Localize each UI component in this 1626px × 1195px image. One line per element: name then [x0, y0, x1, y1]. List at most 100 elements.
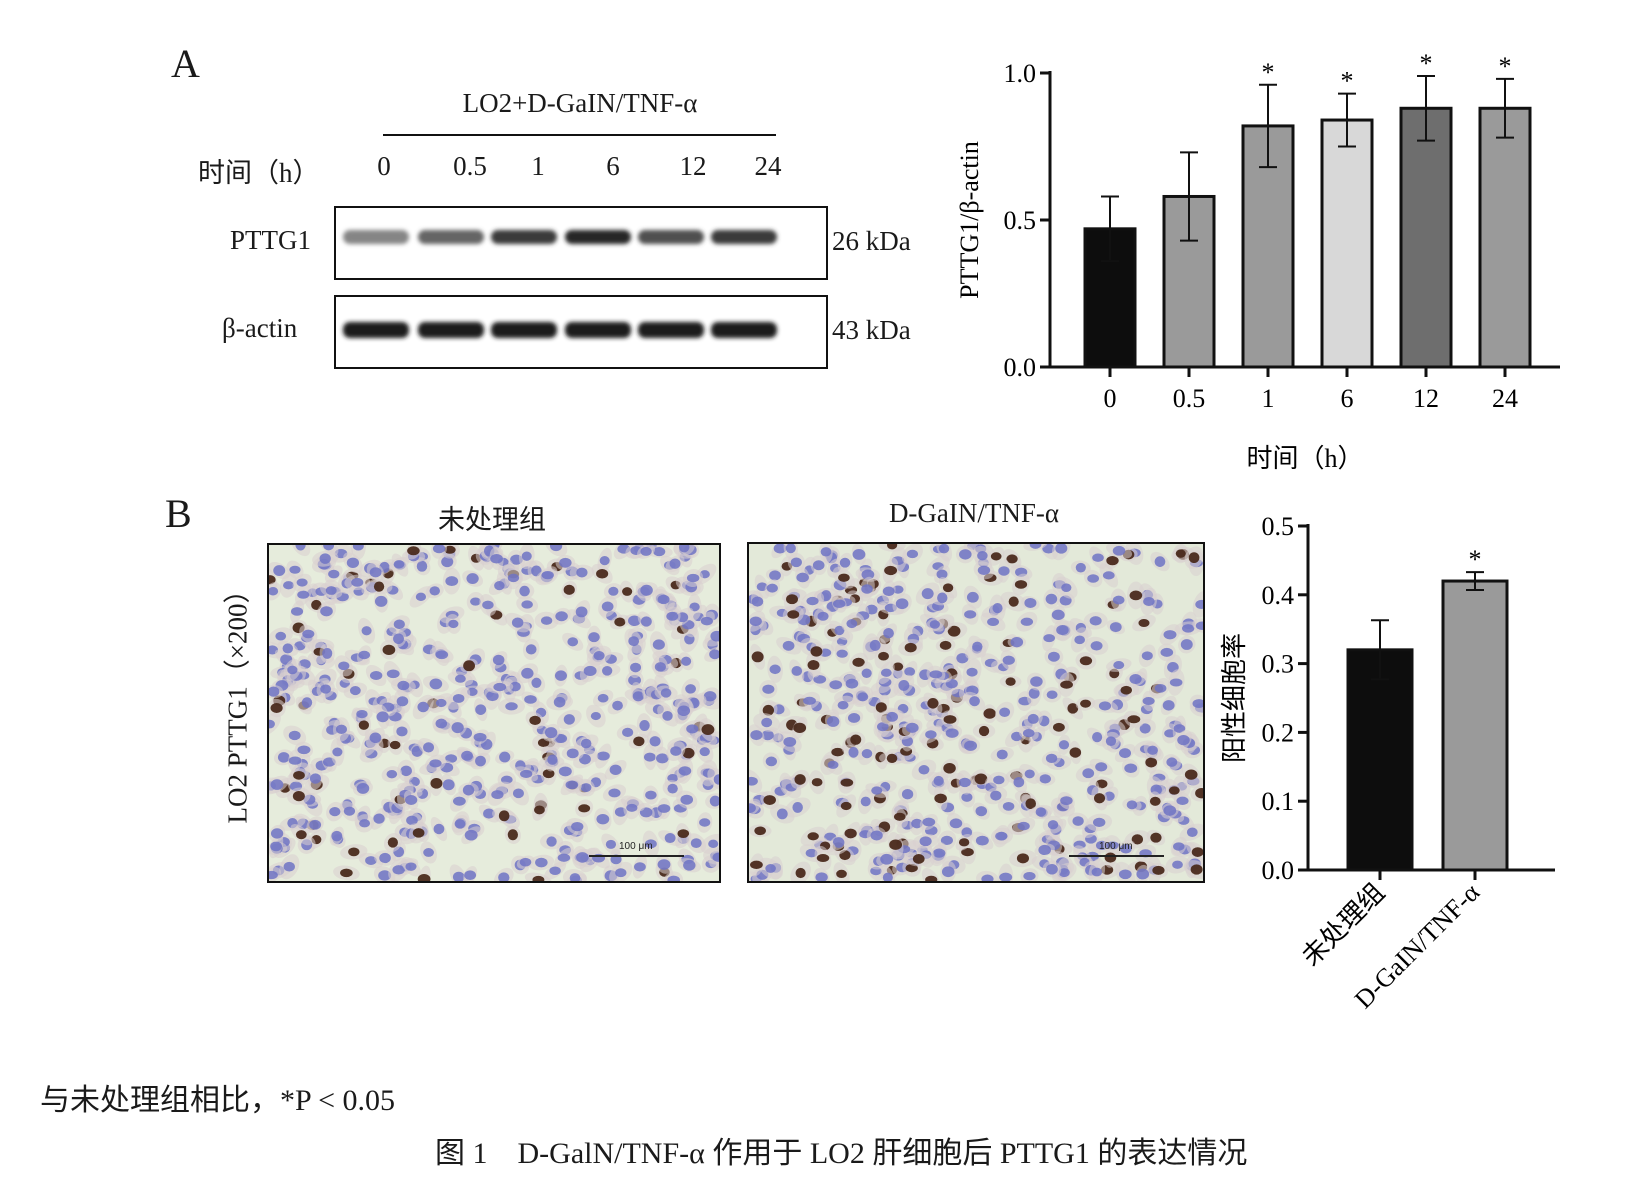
stained-nucleus — [1152, 865, 1165, 875]
nucleus — [1024, 769, 1035, 779]
nucleus — [445, 576, 459, 587]
nucleus — [1109, 622, 1122, 633]
nucleus — [505, 702, 518, 711]
nucleus — [270, 828, 284, 839]
nucleus — [1060, 796, 1073, 806]
nucleus — [349, 686, 361, 696]
stained-nucleus — [750, 860, 763, 870]
nucleus — [652, 639, 665, 650]
nucleus — [1022, 729, 1035, 738]
nucleus — [546, 836, 557, 847]
nucleus — [565, 780, 579, 790]
nucleus — [549, 545, 563, 552]
nucleus — [829, 680, 843, 690]
nucleus — [1195, 621, 1203, 630]
nucleus — [329, 807, 341, 817]
nucleus — [1045, 593, 1058, 605]
nucleus — [400, 765, 412, 777]
stained-nucleus — [1069, 747, 1082, 758]
nucleus — [933, 775, 944, 786]
blot-band — [638, 322, 704, 338]
nucleus — [1172, 860, 1183, 869]
nucleus — [820, 547, 832, 557]
stained-nucleus — [417, 873, 431, 881]
nucleus — [590, 712, 601, 721]
nucleus — [509, 681, 521, 692]
nucleus — [609, 764, 622, 776]
nucleus — [301, 697, 313, 709]
nucleus — [1180, 639, 1193, 650]
stained-nucleus — [943, 762, 956, 774]
stained-nucleus — [831, 747, 845, 757]
nucleus — [649, 736, 661, 747]
nucleus — [557, 853, 571, 862]
nucleus — [396, 696, 409, 707]
nucleus — [956, 653, 969, 664]
stained-nucleus — [382, 644, 396, 655]
nucleus — [782, 640, 795, 651]
nucleus — [1092, 732, 1103, 743]
nucleus — [461, 750, 473, 761]
nucleus — [475, 755, 486, 767]
nucleus — [1119, 748, 1132, 759]
nucleus — [1129, 674, 1142, 685]
nucleus — [432, 545, 446, 554]
nucleus — [681, 656, 692, 666]
nucleus — [433, 823, 445, 835]
nucleus — [749, 803, 756, 813]
stained-nucleus — [293, 770, 305, 780]
stained-nucleus — [614, 617, 626, 627]
nucleus — [1058, 868, 1070, 878]
nucleus — [861, 668, 872, 678]
nucleus — [320, 684, 332, 694]
nucleus — [630, 662, 642, 673]
nucleus — [1029, 544, 1042, 549]
stained-nucleus — [1093, 793, 1106, 804]
nucleus — [882, 872, 893, 881]
nucleus — [919, 836, 932, 847]
nucleus — [686, 724, 699, 734]
nucleus — [1072, 816, 1084, 826]
nucleus — [941, 866, 955, 878]
nucleus — [1091, 867, 1103, 877]
nucleus — [423, 742, 435, 753]
nucleus — [713, 774, 719, 785]
nucleus — [643, 752, 656, 762]
nucleus — [845, 678, 859, 689]
nucleus — [1045, 753, 1058, 763]
stained-nucleus — [807, 660, 820, 671]
nucleus — [700, 616, 713, 626]
nucleus — [961, 792, 973, 802]
nucleus — [322, 647, 333, 659]
nucleus — [932, 848, 946, 858]
nucleus — [785, 544, 796, 554]
nucleus — [346, 557, 360, 568]
stained-nucleus — [358, 720, 369, 730]
nucleus — [320, 606, 333, 617]
nucleus — [904, 667, 916, 677]
scale-label: 100 μm — [619, 841, 653, 852]
nucleus — [1124, 763, 1138, 774]
nucleus — [1039, 774, 1051, 784]
bar — [1478, 106, 1532, 369]
nucleus — [393, 633, 404, 645]
nucleus — [454, 819, 466, 829]
pttg1-blot — [334, 206, 828, 280]
nucleus — [386, 770, 398, 779]
nucleus — [494, 580, 505, 591]
nucleus — [790, 557, 802, 568]
nucleus — [1105, 736, 1117, 747]
nucleus — [766, 583, 778, 593]
nucleus — [608, 586, 619, 596]
stained-nucleus — [1190, 864, 1203, 875]
nucleus — [442, 779, 455, 791]
nucleus — [1043, 634, 1055, 643]
nucleus — [936, 569, 948, 580]
stained-nucleus — [786, 594, 798, 605]
nucleus — [599, 555, 610, 566]
nucleus — [803, 696, 816, 705]
nucleus — [535, 857, 548, 868]
panel-b-letter: B — [165, 491, 192, 536]
stained-nucleus — [878, 651, 889, 661]
y-axis-label: 阳性细胞率 — [1220, 633, 1249, 763]
